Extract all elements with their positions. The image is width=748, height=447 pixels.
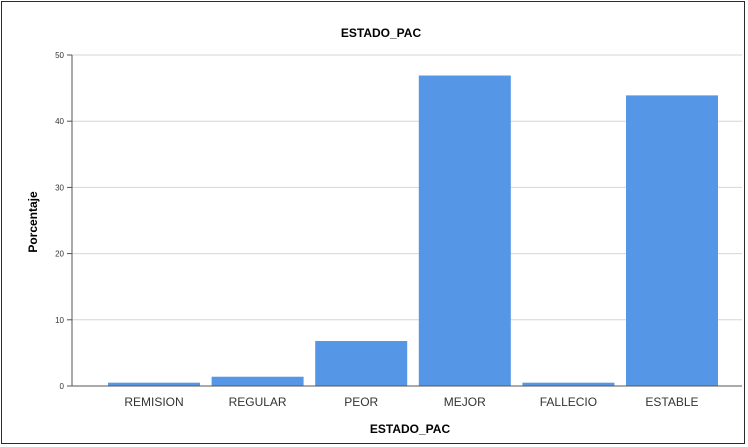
bar-peor [315,340,408,386]
y-tick-label: 30 [55,183,64,192]
bar-fallecio [522,382,615,386]
x-axis: REMISION REGULAR PEOR MEJOR FALLECIO ESTABLE [72,385,742,409]
y-tick-label: 40 [55,117,64,126]
bar-remision [108,382,200,386]
x-tick-label: FALLECIO [540,395,597,409]
chart-title: ESTADO_PAC [341,26,422,40]
x-tick-label: REMISION [124,395,183,409]
bars [108,75,718,386]
x-tick-label: PEOR [344,395,378,409]
y-tick-label: 0 [60,382,65,391]
bar-regular [211,376,304,386]
y-axis-label: Porcentaje [26,191,40,253]
x-tick-label: REGULAR [229,395,287,409]
y-axis: 0 10 20 30 40 50 [55,51,73,391]
x-axis-label: ESTADO_PAC [370,422,451,436]
y-tick-label: 10 [55,316,64,325]
bar-mejor [418,75,511,386]
y-tick-label: 20 [55,250,64,259]
y-tick-label: 50 [55,51,64,60]
x-tick-label: MEJOR [444,395,486,409]
bar-estable [626,95,718,386]
x-tick-label: ESTABLE [645,395,698,409]
